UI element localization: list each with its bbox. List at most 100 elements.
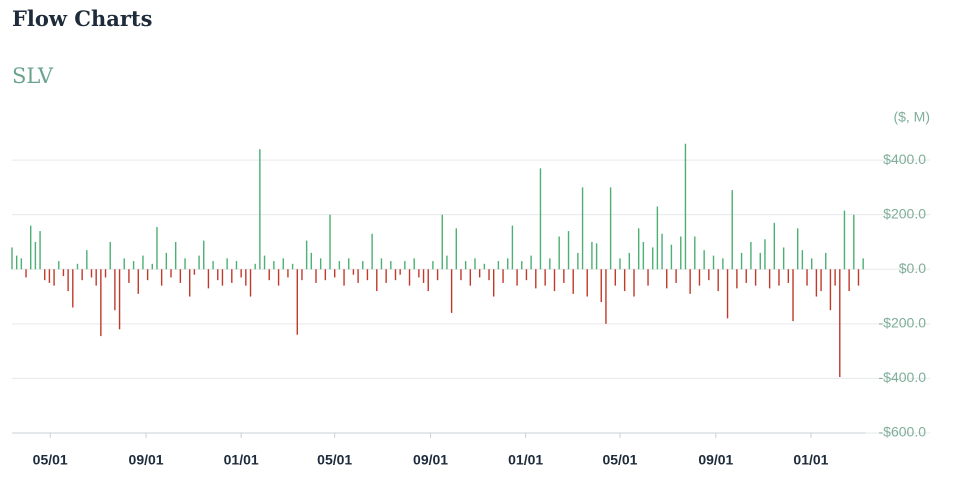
page-title: Flow Charts xyxy=(12,6,153,31)
bar xyxy=(189,269,191,297)
bar xyxy=(25,269,27,278)
bar xyxy=(614,269,616,286)
bar xyxy=(352,269,355,275)
bar xyxy=(628,252,631,270)
bar xyxy=(329,214,331,270)
bar xyxy=(605,269,607,324)
bar xyxy=(39,231,41,270)
bar xyxy=(268,269,270,281)
bar xyxy=(497,261,500,270)
bar xyxy=(455,228,457,270)
bar xyxy=(740,252,743,270)
bar xyxy=(811,258,813,270)
bar xyxy=(376,269,378,292)
bar xyxy=(670,244,673,270)
bar xyxy=(184,258,186,270)
bar xyxy=(773,222,776,270)
bar xyxy=(324,269,327,281)
bar xyxy=(254,263,256,270)
bar xyxy=(689,269,691,294)
bar xyxy=(371,233,373,270)
bar xyxy=(100,269,102,337)
bar xyxy=(118,269,121,330)
bar xyxy=(221,269,224,286)
bar xyxy=(731,190,733,270)
bar xyxy=(15,255,18,270)
bar xyxy=(20,258,23,270)
x-tick-label: 01/01 xyxy=(508,452,543,468)
bar xyxy=(586,269,588,297)
bar xyxy=(839,269,841,378)
y-unit: ($, M) xyxy=(893,109,930,125)
bar xyxy=(708,269,710,281)
bar xyxy=(193,269,196,275)
bar xyxy=(90,269,93,278)
bar xyxy=(137,269,139,294)
bar xyxy=(680,236,682,270)
bar xyxy=(675,269,677,283)
x-tick-label: 09/01 xyxy=(129,452,164,468)
bar xyxy=(394,269,397,281)
bar xyxy=(123,258,125,270)
bar xyxy=(843,210,846,270)
x-tick-label: 05/01 xyxy=(602,452,637,468)
bar xyxy=(801,250,804,270)
bar xyxy=(53,269,55,286)
bar xyxy=(413,258,415,270)
bar xyxy=(104,269,107,278)
bar xyxy=(58,261,60,270)
bar xyxy=(464,261,467,270)
bar xyxy=(661,233,663,270)
bar xyxy=(745,269,747,283)
bar xyxy=(273,261,275,270)
bar xyxy=(343,269,345,286)
bar xyxy=(595,243,598,270)
bar xyxy=(633,269,635,297)
bar xyxy=(362,261,364,270)
bar xyxy=(535,269,537,289)
bar xyxy=(637,228,640,270)
bar xyxy=(450,269,453,313)
bar xyxy=(291,263,294,270)
bar xyxy=(142,255,144,270)
bar xyxy=(212,261,214,270)
bar xyxy=(768,269,771,289)
bar xyxy=(390,261,392,270)
bar xyxy=(408,269,411,286)
bar xyxy=(834,269,836,286)
bar xyxy=(759,252,761,270)
bar xyxy=(207,269,210,289)
bar xyxy=(787,269,790,283)
bar xyxy=(581,187,584,270)
bar xyxy=(160,269,163,286)
bar xyxy=(483,263,486,270)
bar xyxy=(539,168,542,270)
bar xyxy=(623,269,626,292)
bar xyxy=(151,263,154,270)
bar xyxy=(647,269,649,286)
bar xyxy=(310,252,313,270)
bar xyxy=(825,252,827,270)
bar xyxy=(432,261,434,270)
bar xyxy=(666,269,668,289)
bar xyxy=(703,250,705,270)
x-tick-label: 05/01 xyxy=(33,452,68,468)
bar xyxy=(245,269,247,286)
bar xyxy=(165,252,168,270)
bar xyxy=(469,269,472,286)
bar xyxy=(282,258,284,270)
bar xyxy=(128,269,130,283)
bar xyxy=(525,269,528,281)
bar xyxy=(259,149,261,270)
bar xyxy=(698,269,701,286)
bar xyxy=(488,269,490,281)
bar xyxy=(44,269,46,281)
bar xyxy=(764,239,766,270)
y-tick-label: -$600.0 xyxy=(879,424,927,440)
bar xyxy=(418,269,420,278)
bar xyxy=(287,269,289,278)
bar xyxy=(553,269,556,292)
bar xyxy=(30,225,32,270)
